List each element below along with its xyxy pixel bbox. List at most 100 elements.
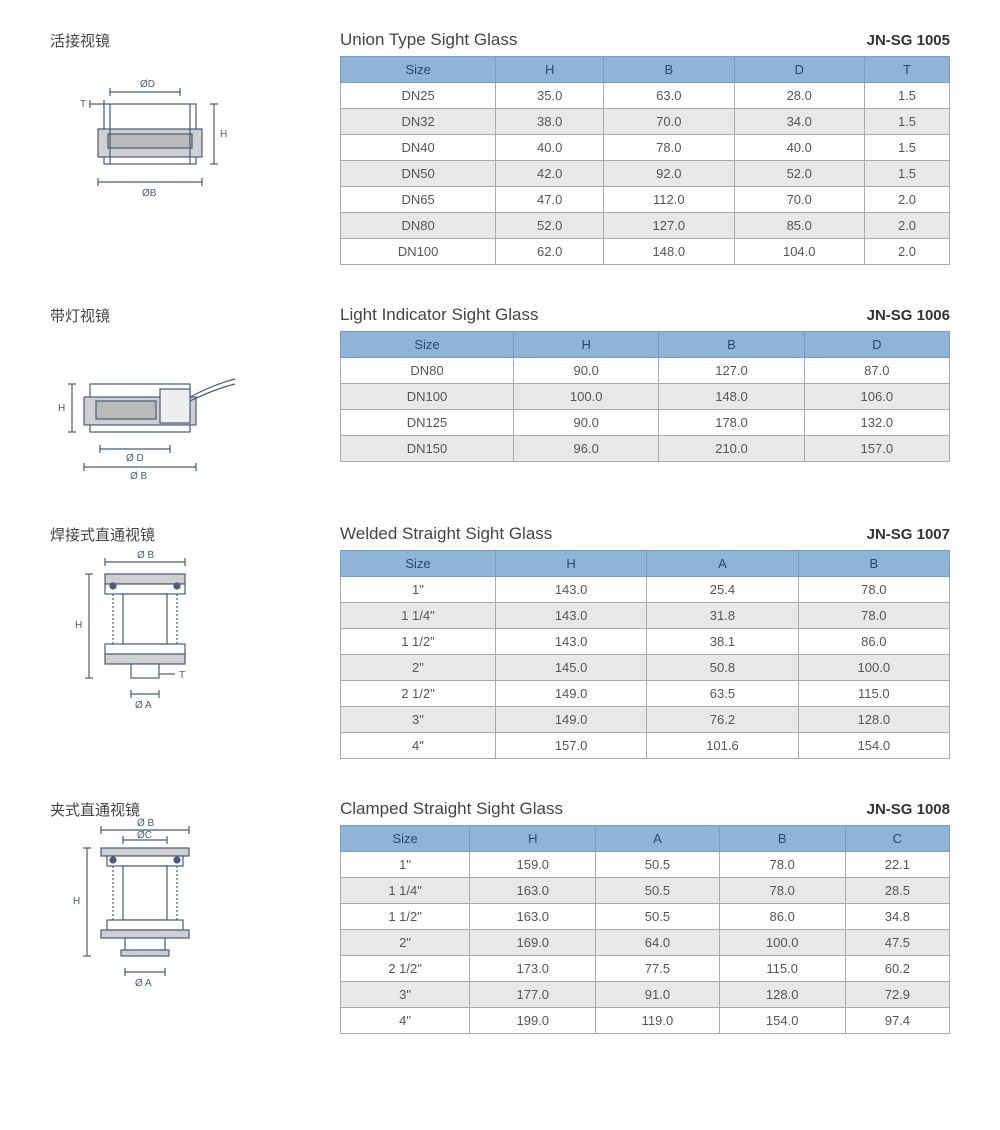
table-cell: DN150	[341, 436, 514, 462]
table-cell: 148.0	[659, 384, 804, 410]
table-cell: 1.5	[864, 161, 949, 187]
table-cell: 92.0	[604, 161, 734, 187]
table-cell: 127.0	[604, 213, 734, 239]
svg-text:ØD: ØD	[140, 79, 155, 90]
table-cell: DN100	[341, 384, 514, 410]
svg-text:Ø B: Ø B	[137, 550, 155, 561]
column-header: H	[495, 551, 646, 577]
table-row: 2 1/2"149.063.5115.0	[341, 681, 950, 707]
table-row: 1"159.050.578.022.1	[341, 852, 950, 878]
table-cell: 50.5	[596, 904, 719, 930]
table-cell: 1.5	[864, 83, 949, 109]
column-header: H	[470, 826, 596, 852]
svg-text:H: H	[75, 620, 82, 631]
table-cell: 104.0	[734, 239, 864, 265]
table-cell: 100.0	[798, 655, 949, 681]
table-cell: 149.0	[495, 681, 646, 707]
column-header: B	[719, 826, 845, 852]
table-cell: 4"	[341, 1008, 470, 1034]
spec-table: SizeHABC1"159.050.578.022.11 1/4"163.050…	[340, 825, 950, 1034]
table-cell: DN80	[341, 358, 514, 384]
table-cell: 157.0	[495, 733, 646, 759]
table-cell: 163.0	[470, 878, 596, 904]
table-cell: 2.0	[864, 187, 949, 213]
table-header-row: Light Indicator Sight GlassJN-SG 1006	[340, 305, 950, 325]
product-code: JN-SG 1008	[867, 801, 950, 818]
column-header: Size	[341, 332, 514, 358]
table-cell: 132.0	[804, 410, 949, 436]
table-cell: DN32	[341, 109, 496, 135]
table-cell: 25.4	[647, 577, 798, 603]
column-header: A	[647, 551, 798, 577]
table-cell: 50.5	[596, 878, 719, 904]
diagram-column: 夹式直通视镜 Ø B ØC H Ø A	[50, 799, 340, 978]
table-cell: 127.0	[659, 358, 804, 384]
table-cell: 157.0	[804, 436, 949, 462]
table-row: 2"169.064.0100.047.5	[341, 930, 950, 956]
table-cell: 34.0	[734, 109, 864, 135]
english-title: Light Indicator Sight Glass	[340, 305, 538, 325]
table-cell: 77.5	[596, 956, 719, 982]
table-column: Clamped Straight Sight GlassJN-SG 1008Si…	[340, 799, 950, 1034]
diagram-column: 带灯视镜 H Ø D Ø B	[50, 305, 340, 484]
table-cell: 42.0	[496, 161, 604, 187]
svg-text:T: T	[179, 670, 185, 681]
table-cell: 63.5	[647, 681, 798, 707]
table-cell: 1.5	[864, 109, 949, 135]
table-cell: 128.0	[719, 982, 845, 1008]
union-sight-glass-diagram: ØD T H ØB	[60, 74, 240, 204]
diagram-column: 焊接式直通视镜 Ø B H T Ø A	[50, 524, 340, 703]
svg-text:Ø A: Ø A	[135, 978, 152, 989]
table-cell: 78.0	[604, 135, 734, 161]
table-row: 1"143.025.478.0	[341, 577, 950, 603]
table-row: DN6547.0112.070.02.0	[341, 187, 950, 213]
table-cell: 76.2	[647, 707, 798, 733]
svg-text:H: H	[73, 896, 80, 907]
table-row: DN8052.0127.085.02.0	[341, 213, 950, 239]
svg-text:T: T	[80, 99, 86, 110]
column-header: Size	[341, 57, 496, 83]
svg-text:Ø B: Ø B	[130, 471, 148, 479]
product-section: 活接视镜 ØD T H ØB Union Type Sight GlassJN-…	[50, 30, 950, 265]
table-row: 3"177.091.0128.072.9	[341, 982, 950, 1008]
svg-text:H: H	[220, 129, 227, 140]
technical-diagram: Ø B ØC H Ø A	[50, 838, 250, 978]
spec-table: SizeHAB1"143.025.478.01 1/4"143.031.878.…	[340, 550, 950, 759]
table-cell: 149.0	[495, 707, 646, 733]
chinese-title: 活接视镜	[50, 30, 340, 51]
table-cell: 148.0	[604, 239, 734, 265]
welded-straight-sight-glass-diagram: Ø B H T Ø A	[65, 548, 235, 718]
table-cell: 2 1/2"	[341, 956, 470, 982]
column-header: B	[604, 57, 734, 83]
table-cell: 178.0	[659, 410, 804, 436]
table-cell: 143.0	[495, 577, 646, 603]
table-cell: 106.0	[804, 384, 949, 410]
column-header: D	[734, 57, 864, 83]
table-cell: 47.0	[496, 187, 604, 213]
table-cell: 85.0	[734, 213, 864, 239]
product-section: 夹式直通视镜 Ø B ØC H Ø A Clamped Straight Sig…	[50, 799, 950, 1034]
table-cell: 3"	[341, 707, 496, 733]
table-cell: 28.5	[845, 878, 949, 904]
technical-diagram: ØD T H ØB	[50, 69, 250, 209]
table-cell: 1.5	[864, 135, 949, 161]
chinese-title: 焊接式直通视镜	[50, 524, 340, 545]
table-cell: 70.0	[734, 187, 864, 213]
table-column: Union Type Sight GlassJN-SG 1005SizeHBDT…	[340, 30, 950, 265]
table-cell: 96.0	[514, 436, 659, 462]
table-cell: 145.0	[495, 655, 646, 681]
spec-table: SizeHBDTDN2535.063.028.01.5DN3238.070.03…	[340, 56, 950, 265]
product-section: 焊接式直通视镜 Ø B H T Ø A Welded Straight Si	[50, 524, 950, 759]
table-cell: 52.0	[496, 213, 604, 239]
table-cell: 28.0	[734, 83, 864, 109]
table-cell: 63.0	[604, 83, 734, 109]
chinese-title: 夹式直通视镜	[50, 799, 340, 820]
table-cell: 90.0	[514, 410, 659, 436]
column-header: H	[514, 332, 659, 358]
table-row: DN5042.092.052.01.5	[341, 161, 950, 187]
table-cell: DN40	[341, 135, 496, 161]
table-row: DN8090.0127.087.0	[341, 358, 950, 384]
column-header: H	[496, 57, 604, 83]
table-cell: 101.6	[647, 733, 798, 759]
svg-text:Ø D: Ø D	[126, 453, 144, 464]
